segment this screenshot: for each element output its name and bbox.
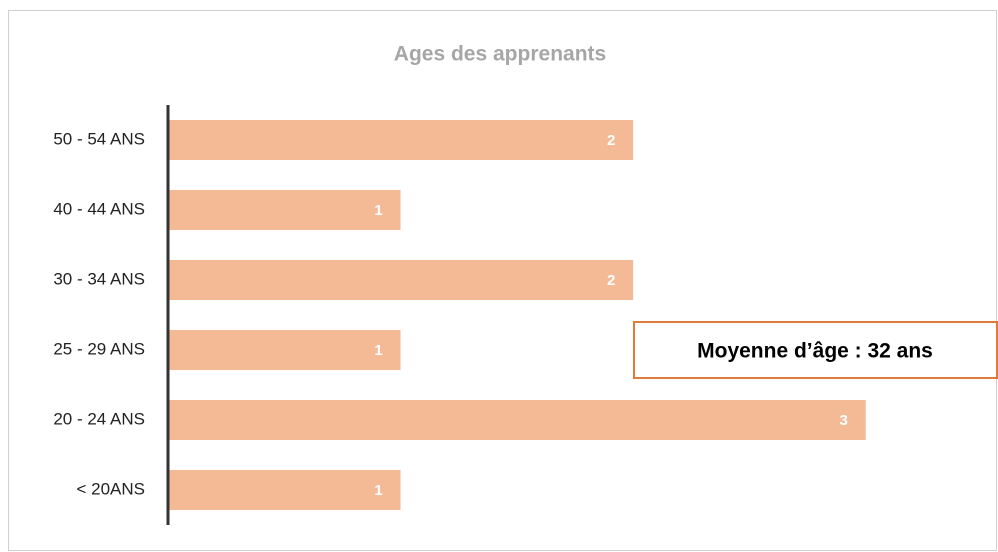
data-label: 1 [374, 482, 382, 499]
data-label: 1 [374, 202, 382, 219]
annotation-box [633, 321, 998, 379]
y-tick-label: 50 - 54 ANS [53, 129, 145, 148]
bar [168, 470, 401, 510]
y-tick-label: 30 - 34 ANS [53, 269, 145, 288]
annotation: Moyenne d’âge : 32 ans [697, 340, 933, 363]
data-label: 2 [607, 272, 615, 289]
y-tick-label: 40 - 44 ANS [53, 199, 145, 218]
bar [168, 120, 634, 160]
bar [168, 190, 401, 230]
data-label: 1 [374, 342, 382, 359]
bar [168, 260, 634, 300]
y-tick-label: 20 - 24 ANS [53, 409, 145, 428]
y-tick-label: < 20ANS [76, 479, 145, 498]
bar [168, 330, 401, 370]
data-label: 2 [607, 132, 615, 149]
data-label: 3 [840, 412, 848, 429]
chart-title: Ages des apprenants [394, 43, 606, 66]
bar [168, 400, 866, 440]
y-tick-label: 25 - 29 ANS [53, 339, 145, 358]
